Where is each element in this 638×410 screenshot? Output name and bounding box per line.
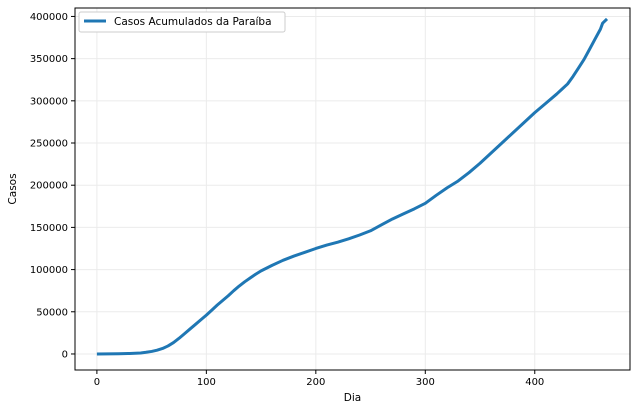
y-tick-label: 100000 (30, 265, 68, 276)
y-tick-label: 250000 (30, 139, 68, 150)
y-tick-label: 350000 (30, 54, 68, 65)
x-tick-label: 0 (94, 377, 100, 388)
x-tick-label: 300 (416, 377, 435, 388)
series-line (96, 17, 609, 356)
y-tick-label: 50000 (36, 307, 68, 318)
x-tick-label: 200 (306, 377, 325, 388)
y-tick-label: 300000 (30, 96, 68, 107)
axis-ticks: 0 100 200 300 400 0 50000 100000 150000 200000 250… (30, 12, 544, 388)
legend: Casos Acumulados da Paraíba (78, 11, 286, 33)
y-tick-label: 0 (62, 349, 68, 360)
y-tick-label: 200000 (30, 181, 68, 192)
x-tick-label: 400 (525, 377, 544, 388)
legend-label: Casos Acumulados da Paraíba (114, 16, 272, 28)
x-axis-label: Dia (344, 392, 361, 404)
series-layer (96, 17, 609, 356)
y-axis-label: Casos (7, 173, 19, 204)
y-tick-label: 400000 (30, 12, 68, 23)
y-tick-label: 150000 (30, 223, 68, 234)
grid-lines (75, 8, 630, 370)
x-tick-label: 100 (197, 377, 216, 388)
legend-box (78, 11, 286, 33)
plot-frame (74, 7, 631, 371)
